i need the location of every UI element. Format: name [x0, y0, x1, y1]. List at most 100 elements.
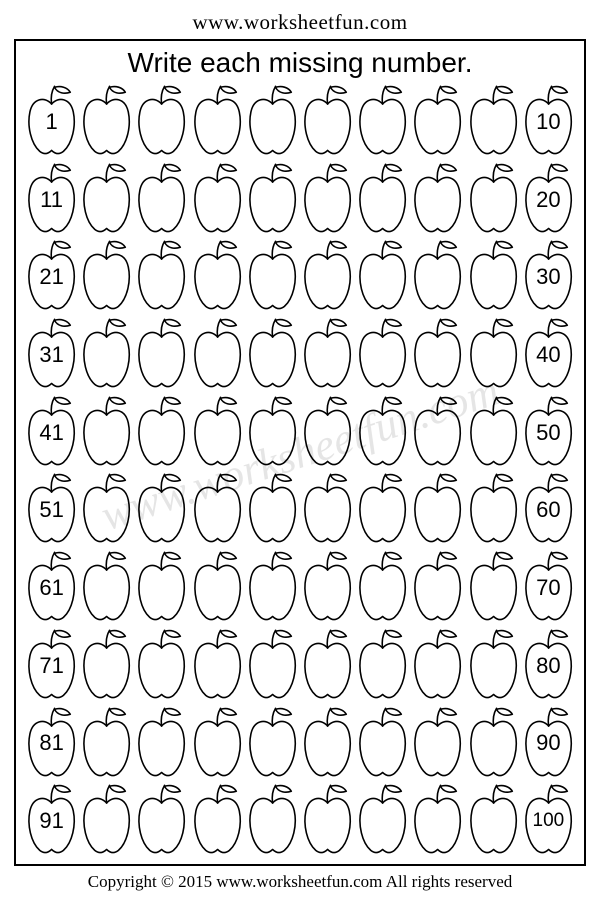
apple-cell	[79, 703, 134, 781]
apple-cell	[300, 236, 355, 314]
apple-cell	[134, 314, 189, 392]
apple-cell	[245, 392, 300, 470]
cell-number: 1	[45, 111, 57, 133]
apple-cell	[134, 625, 189, 703]
apple-cell	[79, 81, 134, 159]
cell-number: 60	[536, 499, 560, 521]
apple-cell	[245, 159, 300, 237]
cell-number: 70	[536, 577, 560, 599]
worksheet-page: www.worksheetfun.com Write each missing …	[0, 0, 600, 902]
apple-cell	[190, 236, 245, 314]
apple-cell	[190, 469, 245, 547]
apple-cell	[134, 159, 189, 237]
apple-cell	[134, 392, 189, 470]
apple-cell	[355, 236, 410, 314]
apple-cell	[410, 236, 465, 314]
apple-cell	[410, 159, 465, 237]
apple-grid: 1	[24, 81, 576, 858]
apple-cell	[79, 625, 134, 703]
apple-cell: 100	[521, 780, 576, 858]
instruction-text: Write each missing number.	[24, 47, 576, 79]
worksheet-frame: Write each missing number. 1	[14, 39, 586, 866]
cell-number: 100	[533, 811, 565, 830]
apple-cell	[410, 81, 465, 159]
cell-number: 71	[39, 654, 63, 676]
cell-number: 20	[536, 188, 560, 210]
apple-cell	[134, 469, 189, 547]
copyright-text: Copyright © 2015 www.worksheetfun.com Al…	[14, 872, 586, 892]
apple-cell: 90	[521, 703, 576, 781]
apple-cell	[79, 392, 134, 470]
cell-number: 40	[536, 344, 560, 366]
cell-number: 21	[39, 266, 63, 288]
apple-cell	[355, 159, 410, 237]
apple-cell	[245, 236, 300, 314]
apple-cell	[466, 625, 521, 703]
apple-cell	[355, 547, 410, 625]
apple-cell	[300, 314, 355, 392]
apple-cell	[410, 469, 465, 547]
apple-cell	[134, 236, 189, 314]
apple-cell: 81	[24, 703, 79, 781]
apple-cell: 71	[24, 625, 79, 703]
apple-cell	[466, 314, 521, 392]
cell-number: 51	[39, 499, 63, 521]
apple-cell	[466, 547, 521, 625]
apple-cell	[466, 392, 521, 470]
apple-cell	[190, 547, 245, 625]
apple-cell	[355, 703, 410, 781]
apple-cell: 40	[521, 314, 576, 392]
apple-cell: 11	[24, 159, 79, 237]
apple-cell	[410, 780, 465, 858]
apple-cell	[355, 780, 410, 858]
apple-cell: 31	[24, 314, 79, 392]
apple-cell: 80	[521, 625, 576, 703]
apple-cell: 61	[24, 547, 79, 625]
cell-number: 50	[536, 421, 560, 443]
apple-cell	[410, 314, 465, 392]
apple-cell	[134, 703, 189, 781]
cell-number: 30	[536, 266, 560, 288]
apple-cell	[300, 547, 355, 625]
apple-cell	[79, 547, 134, 625]
cell-number: 81	[39, 732, 63, 754]
apple-cell	[355, 625, 410, 703]
apple-cell	[466, 469, 521, 547]
apple-cell	[410, 392, 465, 470]
cell-number: 31	[39, 344, 63, 366]
apple-cell	[466, 81, 521, 159]
apple-cell: 70	[521, 547, 576, 625]
apple-cell	[245, 703, 300, 781]
apple-cell	[355, 314, 410, 392]
apple-cell	[410, 625, 465, 703]
apple-cell: 91	[24, 780, 79, 858]
apple-cell	[245, 469, 300, 547]
apple-cell	[355, 81, 410, 159]
apple-cell	[134, 547, 189, 625]
cell-number: 10	[536, 111, 560, 133]
cell-number: 61	[39, 577, 63, 599]
apple-cell	[79, 780, 134, 858]
apple-cell	[190, 81, 245, 159]
apple-cell	[190, 392, 245, 470]
apple-cell	[300, 81, 355, 159]
apple-cell	[245, 625, 300, 703]
site-url: www.worksheetfun.com	[14, 10, 586, 35]
apple-cell	[245, 547, 300, 625]
apple-cell	[79, 314, 134, 392]
apple-cell: 1	[24, 81, 79, 159]
apple-cell	[466, 159, 521, 237]
apple-cell: 21	[24, 236, 79, 314]
apple-cell: 50	[521, 392, 576, 470]
cell-number: 41	[39, 421, 63, 443]
apple-cell	[79, 236, 134, 314]
apple-cell	[79, 469, 134, 547]
cell-number: 91	[39, 810, 63, 832]
apple-cell	[410, 547, 465, 625]
apple-cell	[466, 780, 521, 858]
apple-cell	[355, 469, 410, 547]
apple-cell	[410, 703, 465, 781]
cell-number: 80	[536, 654, 560, 676]
cell-number: 11	[40, 188, 63, 210]
apple-cell	[300, 703, 355, 781]
